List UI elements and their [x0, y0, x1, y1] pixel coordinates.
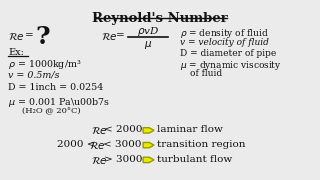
Text: < 2000: < 2000	[105, 125, 143, 134]
Text: turbulant flow: turbulant flow	[157, 155, 232, 164]
Text: $\mu$ = 0.001 Pa\u00b7s: $\mu$ = 0.001 Pa\u00b7s	[8, 96, 111, 109]
Text: $\rho$ = 1000kg/m³: $\rho$ = 1000kg/m³	[8, 57, 82, 71]
Text: $\mu$: $\mu$	[144, 39, 152, 51]
FancyArrow shape	[143, 142, 154, 148]
Text: ?: ?	[35, 25, 50, 49]
FancyArrow shape	[143, 157, 154, 163]
Text: of fluid: of fluid	[190, 69, 222, 78]
Text: $\mathcal{R}e$: $\mathcal{R}e$	[89, 140, 105, 151]
Text: < 3000: < 3000	[102, 140, 141, 149]
Text: $\rho$vD: $\rho$vD	[137, 25, 159, 38]
Text: $\mathcal{R}e$: $\mathcal{R}e$	[8, 31, 25, 42]
Text: D = 1inch = 0.0254: D = 1inch = 0.0254	[8, 83, 104, 92]
Text: laminar flow: laminar flow	[157, 125, 223, 134]
Text: D = diameter of pipe: D = diameter of pipe	[180, 49, 276, 58]
Text: $\mathcal{R}e$: $\mathcal{R}e$	[91, 155, 108, 166]
Text: $\mu$ = dynamic viscosity: $\mu$ = dynamic viscosity	[180, 59, 282, 73]
FancyArrow shape	[143, 128, 154, 133]
Text: (H₂O @ 20°C): (H₂O @ 20°C)	[22, 108, 81, 116]
Text: > 3000: > 3000	[105, 155, 143, 164]
Text: $\mathcal{R}e$: $\mathcal{R}e$	[91, 125, 108, 136]
Text: =: =	[25, 31, 34, 40]
Text: v = 0.5m/s: v = 0.5m/s	[8, 70, 60, 79]
Text: $\rho$ = density of fluid: $\rho$ = density of fluid	[180, 27, 269, 40]
Text: 2000 <: 2000 <	[57, 140, 95, 149]
Text: Reynold's Number: Reynold's Number	[92, 12, 228, 25]
Text: =: =	[116, 31, 125, 40]
Text: v = velocity of fluid: v = velocity of fluid	[180, 38, 269, 47]
Text: transition region: transition region	[157, 140, 245, 149]
Text: $\mathcal{R}e$: $\mathcal{R}e$	[100, 31, 117, 42]
Text: Ex:: Ex:	[8, 48, 24, 57]
